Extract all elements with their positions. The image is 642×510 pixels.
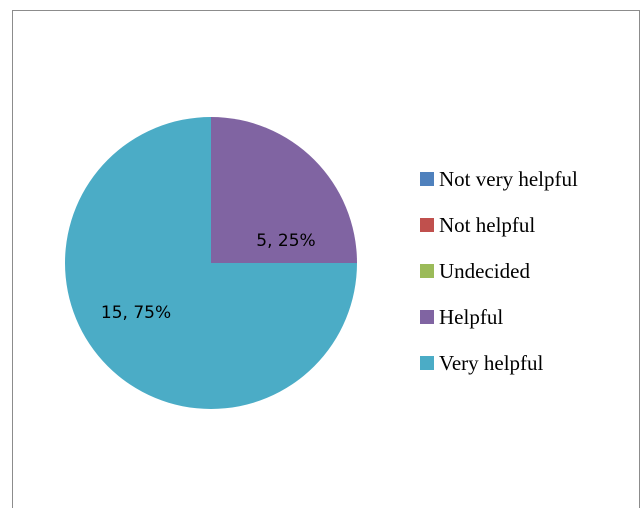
legend-label: Not helpful [439, 212, 536, 237]
legend-swatch [420, 218, 434, 232]
legend-label: Helpful [439, 304, 504, 329]
legend-item-helpful: Helpful [420, 294, 578, 340]
data-label-helpful: 5, 25% [256, 231, 315, 251]
pie-slice-very-helpful [65, 117, 357, 409]
legend-item-not-very-helpful: Not very helpful [420, 156, 578, 202]
legend-swatch [420, 356, 434, 370]
legend-label: Undecided [439, 258, 530, 283]
legend-label: Very helpful [439, 350, 544, 375]
legend-swatch [420, 172, 434, 186]
legend-label: Not very helpful [439, 166, 578, 191]
legend-item-very-helpful: Very helpful [420, 340, 578, 386]
legend-swatch [420, 264, 434, 278]
data-label-very-helpful: 15, 75% [101, 303, 171, 323]
legend-item-not-helpful: Not helpful [420, 202, 578, 248]
pie-slices [65, 117, 357, 409]
chart-frame [12, 10, 640, 508]
pie-data-labels: 5, 25% 15, 75% [101, 231, 316, 323]
pie-slice-helpful [211, 117, 357, 263]
legend: Not very helpful Not helpful Undecided Help… [420, 156, 578, 386]
legend-item-undecided: Undecided [420, 248, 578, 294]
legend-swatch [420, 310, 434, 324]
